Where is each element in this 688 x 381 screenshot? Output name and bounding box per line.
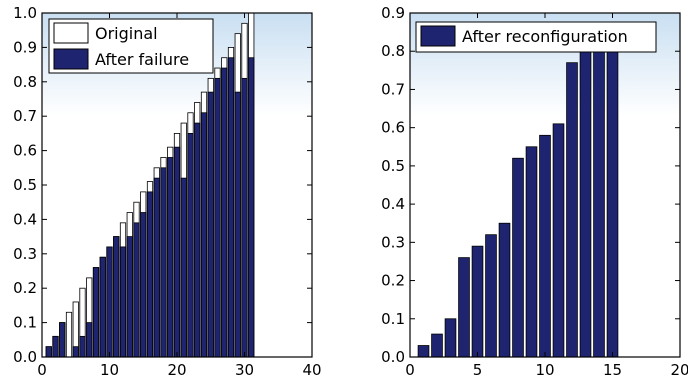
bar [241,77,248,358]
bar [113,236,120,358]
y-tick-label: 0.8 [13,73,37,91]
bar [606,24,619,358]
legend-swatch [420,25,456,47]
x-tick-label: 20 [670,361,688,379]
bar [512,157,524,358]
bar [79,335,86,358]
x-tick-label: 40 [302,361,321,379]
bar [180,177,187,358]
bar [86,322,93,358]
bar [140,212,147,358]
y-tick-label: 0.5 [381,157,405,175]
bar [485,234,497,358]
legend-label: After reconfiguration [462,27,628,46]
x-tick-label: 0 [405,361,415,379]
legend-box [415,21,657,53]
y-tick-label: 0.3 [13,245,37,263]
bar [167,157,174,358]
x-tick-label: 10 [535,361,554,379]
y-tick-label: 0.4 [381,195,405,213]
x-tick-label: 15 [603,361,622,379]
bar [207,91,214,358]
bar [45,346,52,358]
bar [431,333,443,358]
bar [593,35,605,358]
legend: After reconfiguration [415,21,657,53]
y-tick-label: 0.7 [13,107,37,125]
bar [552,123,565,358]
legend-swatch [53,22,89,44]
y-tick-label: 0.1 [13,314,37,332]
bar [153,177,160,358]
chart-panel-2: 0 5 10 15 20 0.0 0.1 0.2 0.3 0.4 0.5 0.6 0.7 0.8 0.9 Af… [381,4,688,379]
bar [173,146,181,358]
y-tick-label: 0.1 [381,310,405,328]
bar [227,57,235,358]
bar [200,112,208,358]
legend-label: Original [95,24,158,43]
bar [92,267,100,358]
x-tick-label: 10 [100,361,119,379]
legend: Original After failure [48,18,214,74]
y-tick-label: 0.9 [13,38,37,56]
bar [187,132,194,358]
bar [214,77,221,358]
y-tick-label: 0.3 [381,233,405,251]
y-tick-label: 0.6 [13,142,37,160]
y-tick-label: 0.4 [13,210,37,228]
chart-panel-1: 0 10 20 30 40 0.0 0.1 0.2 0.3 0.4 0.5 0.6 0.7 0.8 0.9 1… [13,4,321,379]
bar [146,191,154,358]
bar [119,246,127,358]
bar [106,246,113,358]
bar [126,236,133,358]
bar [133,222,140,358]
bar [234,91,241,358]
y-tick-label: 0.2 [381,272,405,290]
bar [417,345,430,358]
bar [221,67,228,358]
y-tick-label: 0.8 [381,42,405,60]
bar [65,311,73,358]
y-tick-label: 0.5 [13,176,37,194]
bar [72,346,79,358]
x-tick-label: 0 [37,361,47,379]
x-tick-label: 5 [473,361,483,379]
bar [471,245,484,358]
legend-label: After failure [95,50,189,69]
bar [99,256,106,358]
y-tick-label: 0.2 [13,279,37,297]
legend-swatch [53,48,89,70]
bar [52,335,59,358]
bar [160,167,167,358]
y-tick-label: 0.7 [381,80,405,98]
bar [579,47,592,358]
y-tick-label: 0.6 [381,119,405,137]
bar [248,57,255,358]
bar [498,222,511,358]
bar [59,322,66,358]
bar [525,146,538,358]
x-tick-label: 20 [167,361,186,379]
y-tick-label: 0.9 [381,4,405,22]
x-tick-label: 30 [235,361,254,379]
bar [539,134,551,358]
bar [566,62,578,358]
y-tick-label: 1.0 [13,4,37,22]
bar [444,318,457,358]
y-tick-label: 0.0 [381,348,405,366]
series-after-reconfiguration [417,24,619,358]
y-tick-label: 0.0 [13,348,37,366]
bar [458,257,470,358]
bar [194,122,201,358]
